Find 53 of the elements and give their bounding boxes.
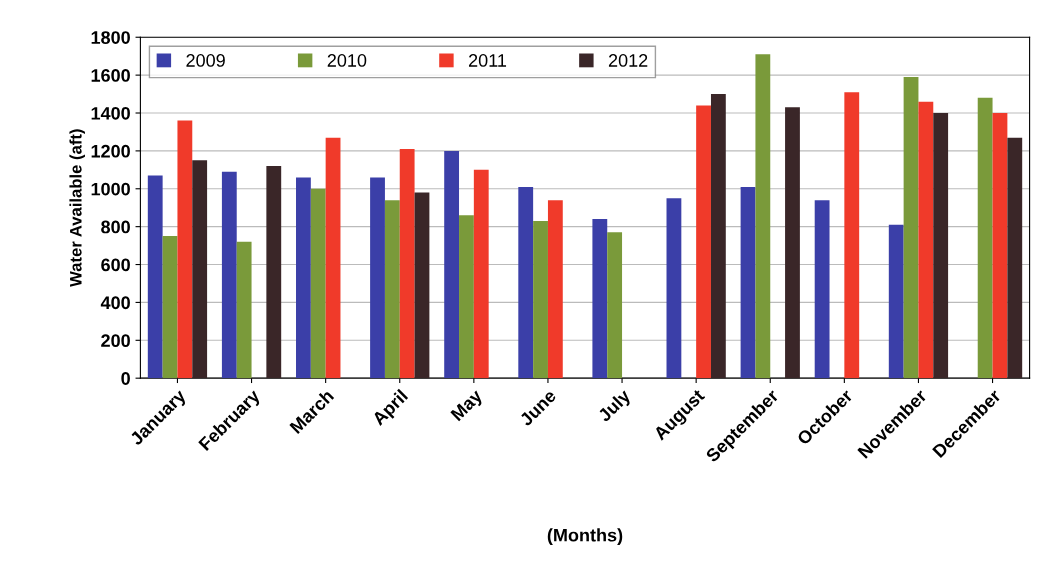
legend-label: 2011 [468,54,507,67]
bar [710,94,726,379]
bar [533,220,548,379]
bar [459,215,474,379]
bar [592,219,608,379]
bar [740,186,756,379]
bar [384,200,400,379]
bar [399,149,415,379]
bar [755,54,771,379]
bar [785,107,800,379]
legend-label: 2012 [608,54,648,67]
bar [992,113,1008,379]
bar [444,150,460,379]
bar [296,177,311,379]
bar [192,160,208,379]
y-tick-label: 200 [101,334,130,348]
bar [903,77,919,379]
bar [221,171,237,379]
bar [266,166,282,379]
bar [844,92,860,379]
y-tick-label: 1800 [91,31,130,44]
bar [177,120,193,379]
bar [814,200,830,379]
x-axis-title: (Months) [547,528,623,546]
legend-label: 2010 [327,54,367,67]
bar [918,101,934,379]
bar [147,175,163,379]
bar [696,105,711,379]
bar [666,198,682,379]
bar [414,192,430,379]
y-tick-label: 1600 [91,69,130,82]
y-tick-label: 800 [101,220,130,234]
bar [607,232,623,379]
bar [310,188,326,379]
y-tick-label: 1000 [91,182,130,196]
legend-label: 2009 [186,54,225,67]
bar [933,113,949,379]
bar [1007,137,1023,379]
bar [888,224,904,379]
y-tick-label: 1200 [91,144,130,158]
bar [162,236,178,379]
bar [370,177,385,379]
y-axis-title: Water Available (aft) [69,129,85,287]
y-tick-label: 400 [100,296,130,310]
bar [518,186,534,379]
bar [473,169,489,379]
bar [325,137,341,379]
bar [977,97,993,379]
bar [547,200,563,379]
y-tick-label: 0 [121,372,130,385]
y-tick-label: 600 [101,258,130,272]
y-tick-label: 1400 [91,106,130,120]
bar [236,241,252,379]
